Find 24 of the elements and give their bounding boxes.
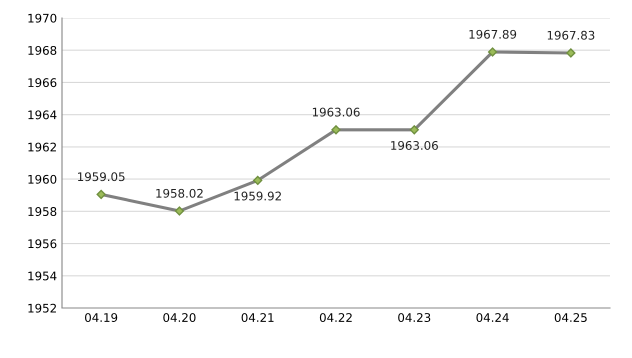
data-label: 1967.89: [469, 30, 516, 39]
data-label: 1958.02: [156, 188, 203, 198]
y-tick-label: 1964: [28, 110, 56, 120]
data-label: 1963.06: [391, 140, 438, 150]
y-tick-label: 1958: [28, 207, 56, 216]
y-tick-label: 1966: [28, 78, 56, 88]
x-tick-label: 04.23: [398, 313, 430, 322]
y-tick-label: 1960: [28, 174, 56, 184]
data-label: 1959.05: [78, 172, 125, 182]
x-tick-label: 04.25: [554, 313, 587, 322]
y-tick-label: 1970: [28, 14, 56, 23]
x-tick-label: 04.22: [320, 313, 352, 322]
x-tick-label: 04.20: [163, 313, 196, 322]
data-label: 1963.06: [312, 108, 360, 117]
y-tick-label: 1962: [28, 142, 56, 152]
x-tick-label: 04.21: [242, 313, 274, 322]
data-label: 1967.83: [548, 30, 594, 40]
y-tick-label: 1954: [28, 272, 56, 280]
y-tick-label: 1952: [28, 304, 56, 313]
x-tick-label: 04.24: [476, 313, 509, 322]
y-tick-label: 1968: [28, 46, 56, 55]
y-tick-label: 1956: [28, 239, 56, 248]
data-label: 1959.92: [234, 192, 281, 200]
x-tick-label: 04.19: [85, 313, 118, 322]
